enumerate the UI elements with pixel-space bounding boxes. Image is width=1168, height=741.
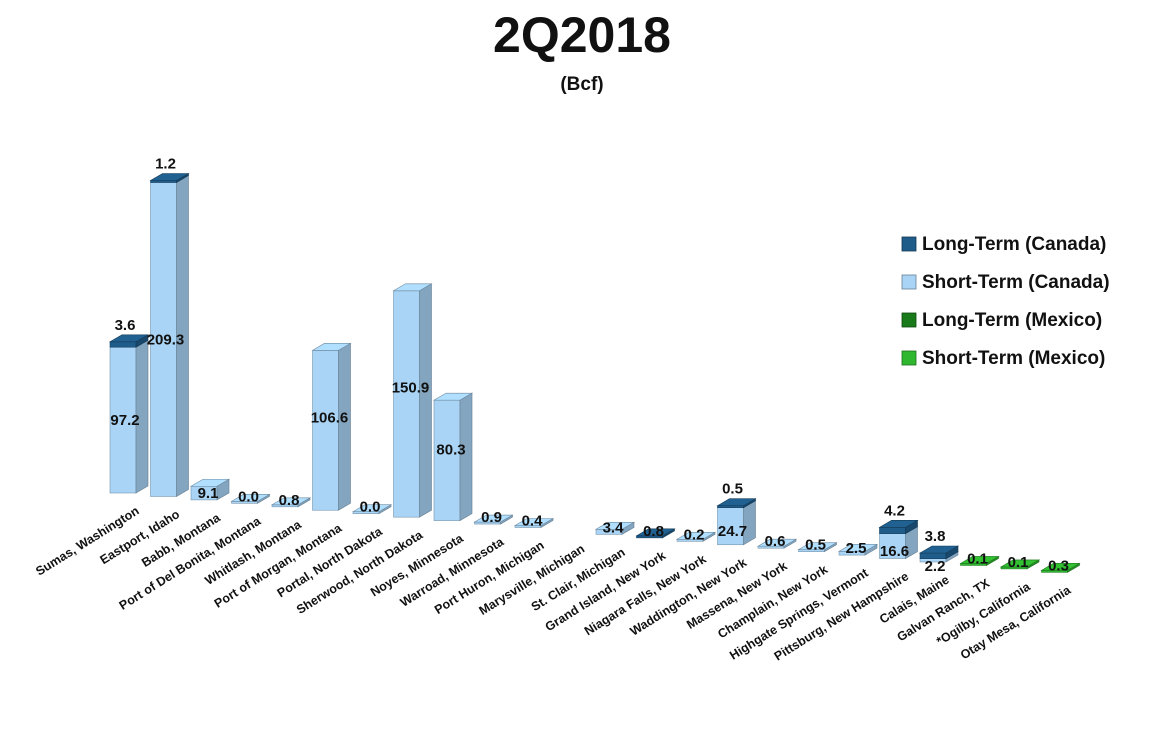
bar-top: [108, 334, 150, 343]
bar-top: [635, 528, 676, 537]
data-label: 3.8: [925, 528, 946, 545]
bar-top: [311, 343, 352, 351]
legend-label: Long-Term (Canada): [922, 234, 1106, 255]
data-label: 3.4: [603, 519, 625, 536]
bar-group: 3.6 97.2: [108, 317, 150, 494]
legend-swatch: [901, 274, 917, 290]
bar-group: 0.5: [797, 537, 838, 554]
bar-top: [918, 545, 960, 554]
bar-top: [1040, 563, 1081, 571]
bar-group: 0.6: [756, 533, 798, 550]
bar-top: [473, 514, 514, 523]
bar-top: [149, 173, 190, 181]
legend-label: Short-Term (Mexico): [922, 348, 1105, 369]
bar-segment: [433, 399, 461, 521]
bar-side: [338, 342, 351, 511]
chart-unit: (Bcf): [560, 74, 603, 95]
data-label: 4.2: [884, 502, 905, 519]
bar-segment: [393, 290, 420, 518]
bar-group: 0.4: [513, 513, 555, 530]
bar-group: 3.8 2.2: [918, 528, 960, 575]
data-label: 209.3: [147, 331, 185, 348]
bar-segment: [879, 527, 906, 534]
bar-top: [432, 392, 474, 401]
bar-segment: [109, 341, 137, 348]
data-label: 0.6: [765, 533, 786, 550]
legend-label: Long-Term (Mexico): [922, 310, 1102, 331]
bar-group: 80.3: [432, 392, 474, 522]
bar-top: [594, 521, 636, 530]
data-label: 0.3: [1048, 557, 1069, 574]
bar-top: [837, 544, 879, 552]
bar-top: [797, 542, 838, 550]
data-label: 0.2: [684, 526, 705, 543]
bar-top: [675, 531, 717, 540]
bar-group: 0.8: [270, 492, 312, 509]
data-label: 0.5: [722, 481, 743, 498]
bar-group: 0.1: [959, 550, 1000, 567]
bar-group: 0.3: [1040, 557, 1081, 574]
bar-group: 4.2 16.6: [878, 502, 919, 560]
data-label: 97.2: [110, 412, 139, 429]
data-label: 150.9: [392, 380, 430, 397]
bar-segment: [312, 350, 339, 511]
bar-side: [419, 283, 432, 518]
data-label: 0.0: [238, 488, 259, 505]
bar-group: 0.2: [675, 526, 717, 543]
bar-group: 150.9: [392, 283, 433, 518]
data-label: 0.5: [805, 537, 826, 554]
data-label: 2.5: [846, 540, 867, 557]
data-label: 0.8: [643, 523, 664, 540]
legend-swatch: [901, 236, 917, 252]
bar-top: [270, 497, 312, 506]
legend: Long-Term (Canada) Short-Term (Canada) Lon…: [901, 234, 1110, 369]
bar-top: [513, 518, 555, 526]
bar-group: 9.1: [189, 478, 231, 502]
data-label: 3.6: [115, 317, 136, 334]
data-label: 0.1: [967, 550, 988, 567]
legend-label: Short-Term (Canada): [922, 272, 1110, 293]
data-label: 0.0: [360, 499, 381, 516]
data-label: 0.8: [279, 492, 300, 509]
data-label: 2.2: [925, 558, 946, 575]
data-label: 80.3: [436, 441, 465, 458]
data-label: 0.1: [1008, 554, 1029, 571]
legend-swatch: [901, 312, 917, 328]
data-label: 106.6: [311, 409, 349, 426]
legend-swatch: [901, 350, 917, 366]
bar-top: [716, 498, 757, 507]
bar-group: 2.5: [837, 540, 879, 557]
bar-segment: [717, 507, 744, 546]
bar-group: 0.9: [473, 509, 514, 526]
bar-top: [230, 494, 271, 502]
bar-top: [959, 556, 1000, 564]
bar-group: 1.2 209.3: [147, 156, 190, 497]
bar-segment: [109, 346, 137, 494]
bar-group: 0.1: [999, 554, 1041, 571]
chart-title: 2Q2018: [493, 7, 671, 63]
bar-group: 3.4: [594, 519, 636, 536]
data-label: 0.4: [522, 513, 544, 530]
bar-group: 106.6: [311, 342, 352, 511]
bar-top: [756, 538, 798, 547]
bar-group: 0.0: [351, 499, 393, 516]
bar-segment: [879, 533, 906, 559]
bar-top: [999, 559, 1041, 568]
data-label: 1.2: [155, 156, 176, 173]
bars-layer: 3.6 97.2 1.2 209.3 9.1 0.0 0.8 106.6 0.0 150.9 80.…: [108, 156, 1081, 575]
bar-top: [878, 520, 919, 528]
bar-group: 0.8: [635, 523, 676, 540]
bar-top: [351, 504, 393, 513]
bar-group: 0.5 24.7: [716, 481, 757, 546]
data-label: 9.1: [198, 485, 219, 502]
bar-group: 0.0: [230, 488, 271, 505]
data-label: 24.7: [718, 523, 747, 540]
data-label: 16.6: [880, 543, 909, 560]
bar-top: [392, 283, 433, 292]
bar-top: [189, 478, 231, 487]
data-label: 0.9: [481, 509, 502, 526]
